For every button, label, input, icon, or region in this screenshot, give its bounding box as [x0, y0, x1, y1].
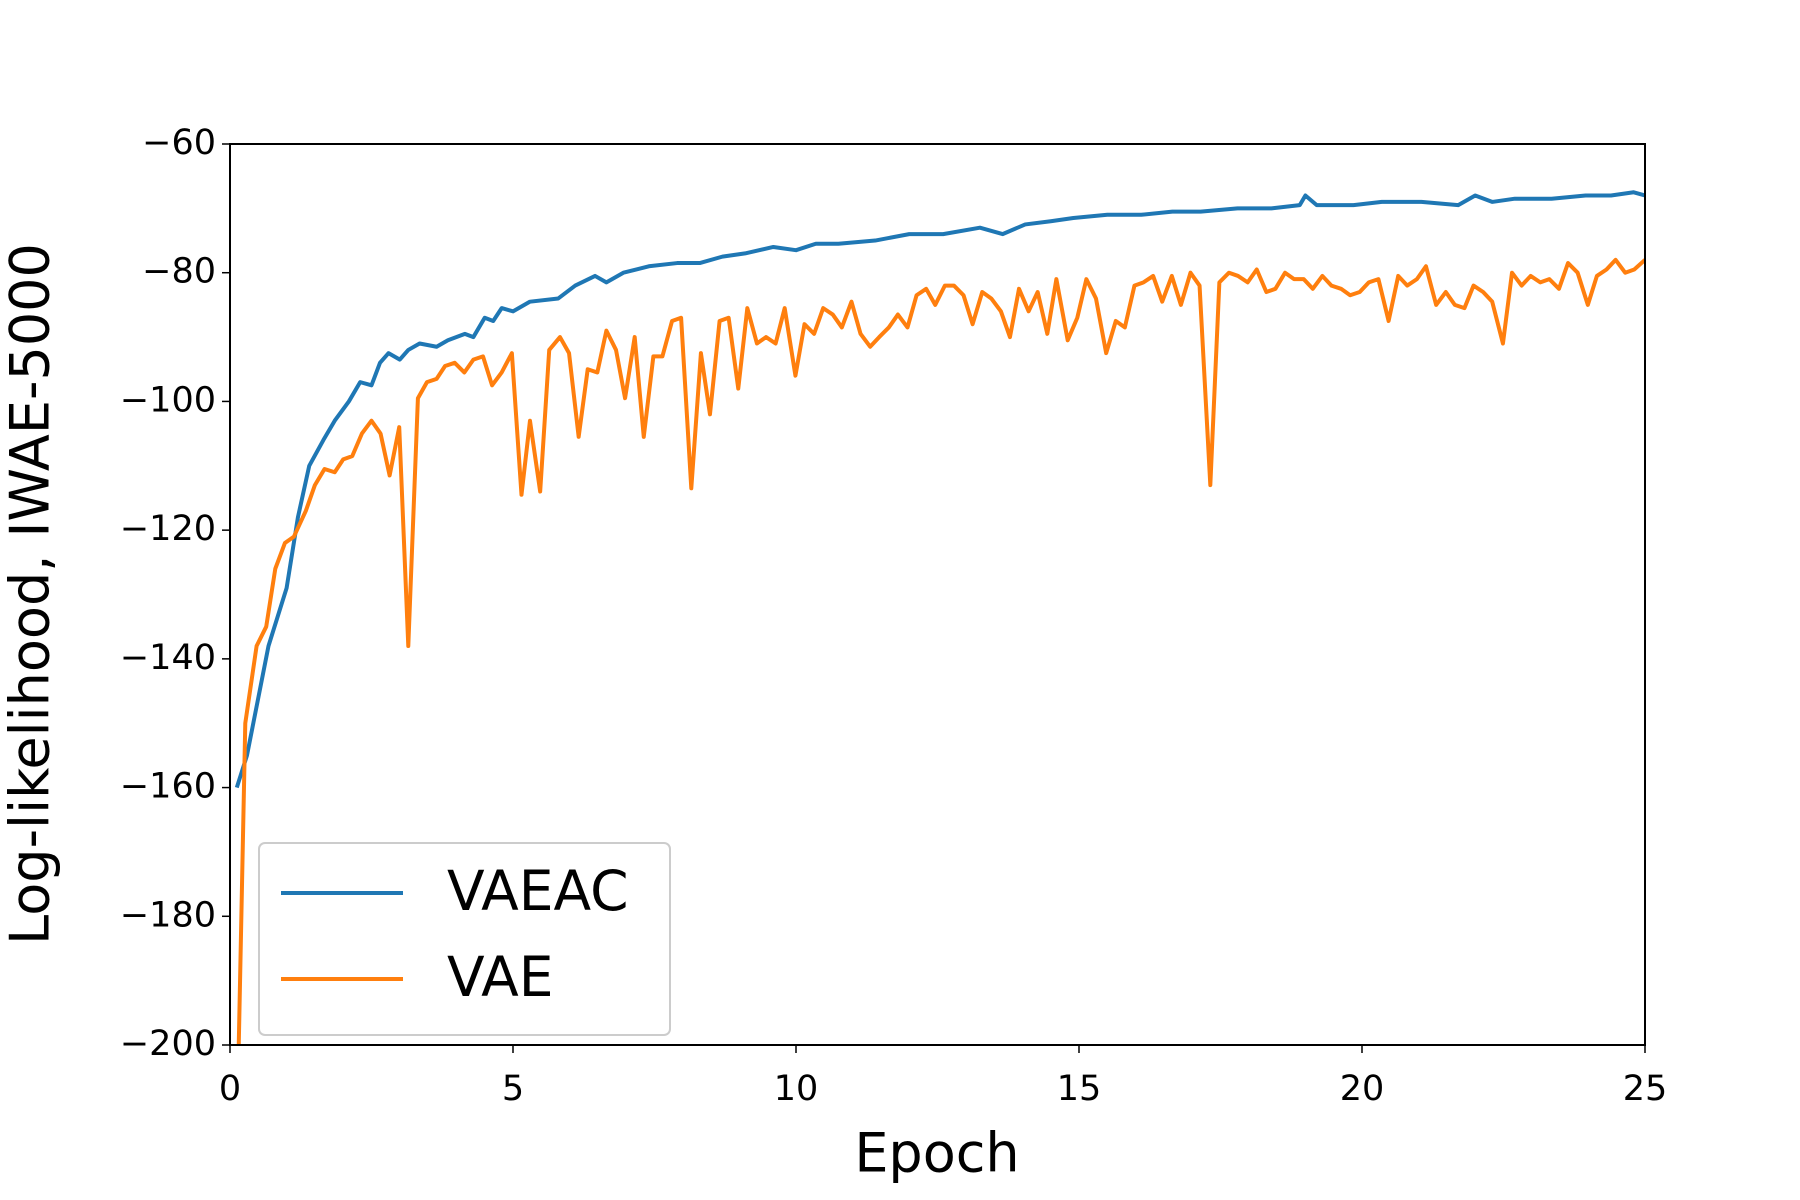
legend-label: VAEAC	[447, 859, 629, 923]
line-series	[236, 257, 1645, 1045]
plot-area	[234, 190, 1645, 1045]
y-tick-label: −80	[142, 252, 216, 292]
x-tick-label: 0	[219, 1069, 241, 1109]
y-axis-label: Log-likelihood, IWAE-5000	[0, 243, 62, 945]
plot-frame	[229, 143, 1646, 1046]
y-tick-label: −100	[120, 380, 216, 420]
x-axis-label: Epoch	[854, 1122, 1019, 1185]
x-tick-label: 20	[1340, 1069, 1385, 1109]
line-series	[234, 190, 1645, 789]
legend-label: VAE	[447, 945, 553, 1009]
x-tick-label: 15	[1057, 1069, 1102, 1109]
y-tick-label: −60	[142, 123, 216, 163]
y-tick-label: −180	[120, 895, 216, 935]
y-tick-label: −160	[120, 767, 216, 807]
y-tick-label: −200	[120, 1024, 216, 1064]
y-tick-label: −140	[120, 638, 216, 678]
y-tick-label: −120	[120, 509, 216, 549]
x-tick-label: 10	[774, 1069, 819, 1109]
x-tick-label: 5	[502, 1069, 524, 1109]
x-tick-label: 25	[1623, 1069, 1668, 1109]
